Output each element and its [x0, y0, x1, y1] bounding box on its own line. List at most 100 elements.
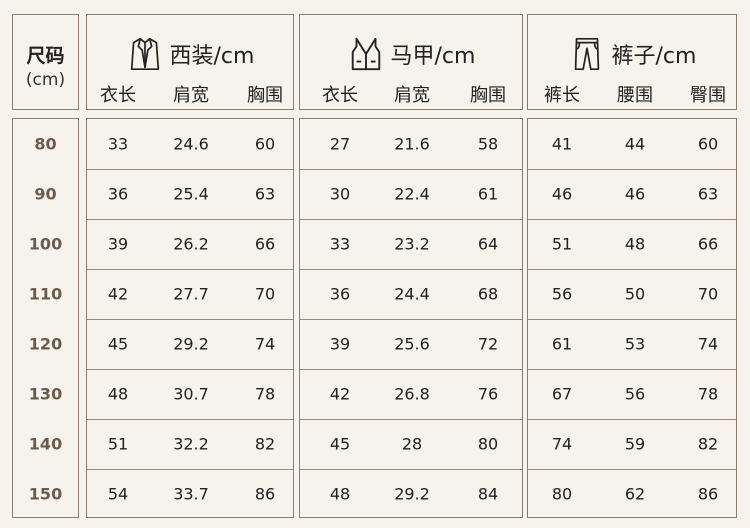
- column-header: 胸围: [247, 85, 283, 106]
- table-cell: 25.4: [173, 184, 209, 204]
- table-cell: 42: [329, 384, 351, 404]
- row-divider: [528, 219, 736, 220]
- table-cell: 23.2: [394, 234, 430, 254]
- suit-body: 33 24.6 60 36 25.4 63 39 26.2 66 42 27.7 70 45 29.2 74…: [86, 118, 294, 518]
- table-cell: 41: [551, 134, 573, 154]
- size-label: 120: [28, 334, 63, 354]
- row-divider: [300, 269, 522, 270]
- row-divider: [87, 369, 293, 370]
- table-cell: 67: [551, 384, 573, 404]
- table-cell: 26.2: [173, 234, 209, 254]
- pants-icon: [574, 37, 599, 71]
- table-cell: 64: [477, 234, 499, 254]
- table-cell: 33: [329, 234, 351, 254]
- table-cell: 48: [107, 384, 129, 404]
- table-cell: 33.7: [173, 484, 209, 504]
- table-cell: 21.6: [394, 134, 430, 154]
- table-cell: 60: [697, 134, 719, 154]
- suit-title: 西装/cm: [169, 44, 255, 69]
- table-cell: 24.6: [173, 134, 209, 154]
- table-cell: 76: [477, 384, 499, 404]
- row-divider: [300, 419, 522, 420]
- row-divider: [528, 469, 736, 470]
- table-cell: 78: [697, 384, 719, 404]
- column-header: 肩宽: [173, 85, 209, 106]
- table-cell: 74: [551, 434, 573, 454]
- row-divider: [528, 419, 736, 420]
- pants-header: 裤子/cm 裤长 腰围 臀围: [527, 14, 737, 110]
- table-cell: 22.4: [394, 184, 430, 204]
- table-cell: 28: [401, 434, 423, 454]
- table-cell: 86: [697, 484, 719, 504]
- row-divider: [528, 319, 736, 320]
- column-header: 肩宽: [394, 85, 430, 106]
- row-divider: [300, 369, 522, 370]
- table-cell: 62: [624, 484, 646, 504]
- table-cell: 74: [697, 334, 719, 354]
- size-body: 80 90 100 110 120 130 140 150: [12, 118, 79, 518]
- table-cell: 42: [107, 284, 129, 304]
- table-cell: 61: [477, 184, 499, 204]
- table-cell: 63: [697, 184, 719, 204]
- table-cell: 48: [624, 234, 646, 254]
- table-cell: 66: [254, 234, 276, 254]
- size-label: 90: [34, 184, 57, 204]
- table-cell: 33: [107, 134, 129, 154]
- column-header: 衣长: [322, 85, 358, 106]
- table-cell: 32.2: [173, 434, 209, 454]
- row-divider: [528, 269, 736, 270]
- size-label: 150: [28, 484, 63, 504]
- table-cell: 59: [624, 434, 646, 454]
- table-cell: 58: [477, 134, 499, 154]
- size-label: 130: [28, 384, 63, 404]
- table-cell: 56: [624, 384, 646, 404]
- table-cell: 27.7: [173, 284, 209, 304]
- table-cell: 44: [624, 134, 646, 154]
- table-cell: 66: [697, 234, 719, 254]
- table-cell: 70: [254, 284, 276, 304]
- table-cell: 60: [254, 134, 276, 154]
- column-header: 臀围: [690, 85, 726, 106]
- column-header: 胸围: [470, 85, 506, 106]
- column-header: 裤长: [544, 85, 580, 106]
- row-divider: [87, 269, 293, 270]
- table-cell: 78: [254, 384, 276, 404]
- table-cell: 46: [624, 184, 646, 204]
- row-divider: [87, 419, 293, 420]
- column-header: 腰围: [617, 85, 653, 106]
- vest-title: 马甲/cm: [390, 44, 476, 69]
- table-cell: 27: [329, 134, 351, 154]
- row-divider: [87, 219, 293, 220]
- row-divider: [87, 319, 293, 320]
- table-cell: 51: [107, 434, 129, 454]
- table-cell: 39: [329, 334, 351, 354]
- row-divider: [87, 469, 293, 470]
- size-title: 尺码: [26, 45, 65, 67]
- table-cell: 30.7: [173, 384, 209, 404]
- row-divider: [87, 169, 293, 170]
- vest-body: 27 21.6 58 30 22.4 61 33 23.2 64 36 24.4 68 39 25.6 72…: [299, 118, 523, 518]
- table-cell: 29.2: [394, 484, 430, 504]
- table-cell: 82: [697, 434, 719, 454]
- table-cell: 80: [477, 434, 499, 454]
- table-cell: 86: [254, 484, 276, 504]
- column-header: 衣长: [100, 85, 136, 106]
- table-cell: 36: [107, 184, 129, 204]
- table-cell: 80: [551, 484, 573, 504]
- table-cell: 48: [329, 484, 351, 504]
- table-cell: 26.8: [394, 384, 430, 404]
- table-cell: 30: [329, 184, 351, 204]
- pants-body: 41 44 60 46 46 63 51 48 66 56 50 70 61 53 74 67 56 78 74 59…: [527, 118, 737, 518]
- table-cell: 29.2: [173, 334, 209, 354]
- row-divider: [528, 169, 736, 170]
- table-cell: 84: [477, 484, 499, 504]
- table-cell: 51: [551, 234, 573, 254]
- size-unit: (cm): [25, 70, 66, 90]
- size-label: 80: [34, 134, 57, 154]
- size-header: 尺码 (cm): [12, 14, 79, 110]
- table-cell: 68: [477, 284, 499, 304]
- table-cell: 61: [551, 334, 573, 354]
- table-cell: 24.4: [394, 284, 430, 304]
- row-divider: [528, 369, 736, 370]
- suit-header: 西装/cm 衣长 肩宽 胸围: [86, 14, 294, 110]
